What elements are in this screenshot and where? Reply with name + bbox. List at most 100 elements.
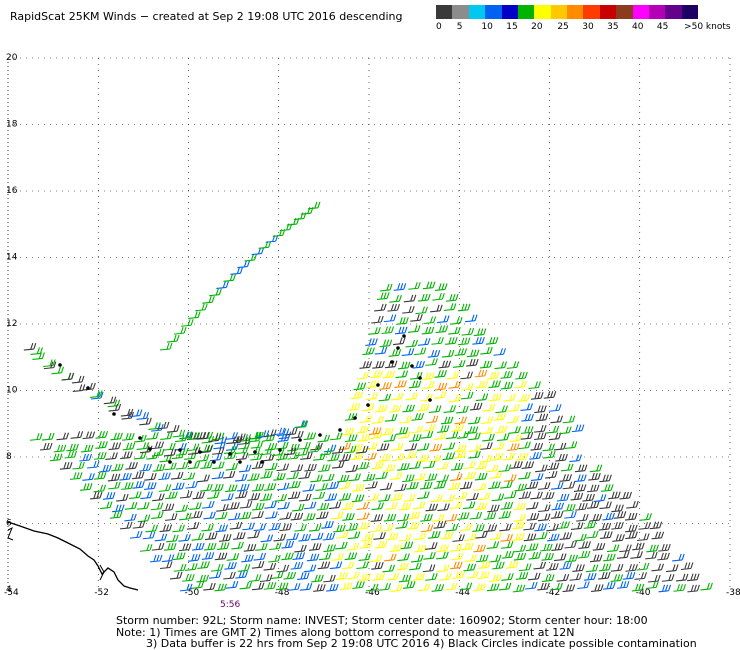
barb-shaft bbox=[207, 496, 218, 499]
barb-feather bbox=[608, 512, 612, 520]
barb-feather bbox=[335, 583, 339, 591]
barb-feather bbox=[371, 347, 375, 354]
barb-shaft bbox=[258, 246, 269, 249]
barb-feather bbox=[186, 583, 190, 591]
barb-feather bbox=[185, 461, 189, 469]
barb-feather bbox=[569, 503, 573, 511]
barb-feather bbox=[222, 534, 226, 541]
barb-feather bbox=[495, 561, 499, 569]
barb-shaft bbox=[534, 437, 545, 441]
barb-feather bbox=[505, 523, 509, 530]
wind-barb bbox=[541, 553, 554, 561]
barb-feather bbox=[435, 454, 439, 461]
barb-shaft bbox=[336, 480, 347, 483]
barb-shaft bbox=[454, 353, 465, 357]
barb-feather bbox=[355, 484, 359, 491]
barb-shaft bbox=[449, 506, 460, 510]
barb-shaft bbox=[264, 506, 275, 509]
barb-feather bbox=[242, 532, 246, 539]
barb-feather bbox=[188, 512, 192, 519]
barb-feather bbox=[400, 392, 404, 400]
wind-barb bbox=[413, 544, 427, 553]
wind-barb bbox=[416, 403, 430, 412]
wind-barb bbox=[396, 317, 409, 325]
barb-feather bbox=[318, 543, 322, 550]
wind-barb bbox=[374, 346, 388, 355]
barb-feather bbox=[320, 502, 324, 510]
barb-feather bbox=[179, 552, 183, 559]
barb-feather bbox=[166, 561, 170, 568]
barb-feather bbox=[356, 571, 360, 578]
barb-feather bbox=[578, 502, 582, 510]
wind-barb bbox=[509, 434, 522, 443]
barb-feather bbox=[499, 413, 503, 420]
barb-feather bbox=[389, 283, 393, 291]
barb-feather bbox=[479, 511, 483, 519]
barb-shaft bbox=[637, 538, 648, 542]
barb-feather bbox=[96, 460, 100, 468]
barb-feather bbox=[148, 417, 152, 424]
wind-barb bbox=[357, 522, 370, 530]
barb-feather bbox=[211, 295, 215, 303]
barb-feather bbox=[599, 543, 603, 550]
barb-feather bbox=[304, 441, 308, 449]
wind-barb bbox=[541, 491, 555, 500]
wind-barb bbox=[137, 502, 150, 510]
barb-shaft bbox=[238, 442, 249, 445]
barb-feather bbox=[537, 405, 541, 412]
barb-feather bbox=[676, 584, 681, 591]
barb-feather bbox=[578, 424, 582, 431]
barb-feather bbox=[478, 524, 482, 531]
barb-feather bbox=[459, 360, 463, 367]
barb-shaft bbox=[264, 434, 275, 438]
barb-feather bbox=[190, 319, 194, 326]
wind-barb bbox=[534, 424, 547, 433]
barb-shaft bbox=[489, 579, 500, 582]
barb-shaft bbox=[389, 477, 400, 480]
barb-feather bbox=[293, 443, 297, 451]
wind-barb bbox=[231, 541, 244, 550]
wind-barb bbox=[436, 551, 449, 560]
barb-shaft bbox=[211, 452, 223, 455]
barb-feather bbox=[391, 326, 395, 333]
barb-feather bbox=[622, 491, 626, 499]
barb-feather bbox=[693, 584, 697, 592]
barb-feather bbox=[287, 571, 291, 579]
barb-shaft bbox=[203, 517, 214, 520]
wind-barb bbox=[237, 564, 251, 572]
wind-barb bbox=[511, 533, 525, 541]
lon-tick-label: -44 bbox=[455, 588, 470, 598]
wind-barb bbox=[504, 474, 517, 482]
barb-feather bbox=[129, 451, 133, 458]
barb-feather bbox=[475, 337, 479, 344]
barb-shaft bbox=[493, 418, 504, 421]
barb-feather bbox=[527, 441, 531, 448]
wind-barb bbox=[613, 511, 627, 519]
wind-barb bbox=[374, 404, 388, 413]
barb-shaft bbox=[64, 456, 75, 459]
barb-feather bbox=[79, 472, 83, 479]
wind-barb bbox=[381, 427, 394, 436]
barb-feather bbox=[484, 461, 488, 469]
wind-barb bbox=[159, 342, 173, 351]
barb-feather bbox=[431, 542, 435, 549]
wind-barb bbox=[469, 511, 483, 520]
barb-feather bbox=[367, 433, 371, 441]
contamination-circle bbox=[178, 448, 182, 452]
barb-shaft bbox=[307, 450, 319, 453]
barb-feather bbox=[562, 474, 566, 481]
wind-barb bbox=[241, 554, 254, 563]
barb-shaft bbox=[513, 550, 524, 553]
barb-feather bbox=[383, 443, 387, 450]
wind-barb bbox=[369, 524, 383, 533]
barb-feather bbox=[614, 521, 618, 529]
barb-feather bbox=[349, 523, 353, 530]
barb-shaft bbox=[265, 240, 276, 243]
barb-feather bbox=[316, 553, 320, 561]
barb-feather bbox=[199, 574, 203, 582]
barb-feather bbox=[43, 442, 47, 450]
wind-barb bbox=[450, 316, 463, 325]
barb-feather bbox=[281, 448, 285, 455]
barb-shaft bbox=[339, 588, 350, 591]
barb-feather bbox=[432, 415, 436, 422]
